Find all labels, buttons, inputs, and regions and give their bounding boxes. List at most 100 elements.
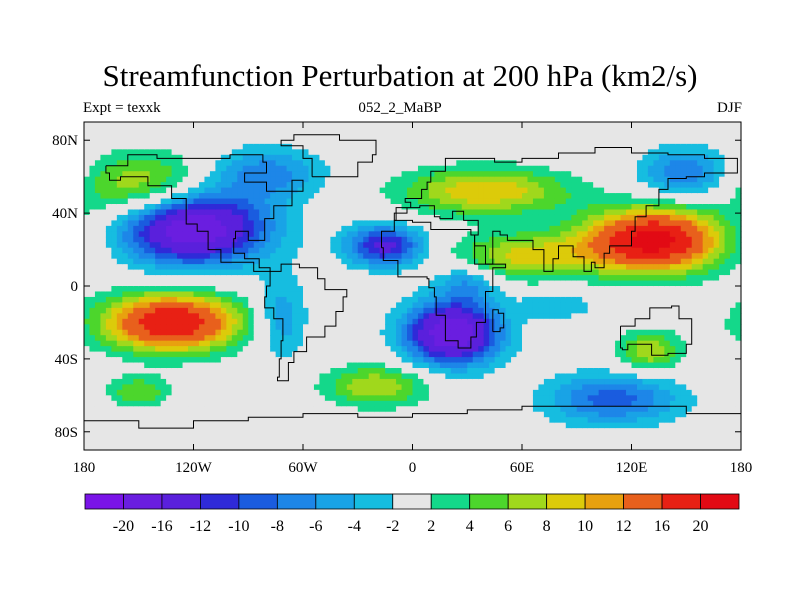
contour-cell (352, 188, 358, 194)
contour-cell (473, 341, 479, 347)
contour-cell (396, 226, 402, 232)
contour-cell (210, 352, 216, 358)
contour-cell (325, 242, 331, 248)
contour-cell (391, 155, 397, 161)
contour-cell (172, 204, 178, 210)
contour-cell (374, 259, 380, 265)
contour-cell (402, 346, 408, 352)
contour-cell (506, 133, 512, 139)
contour-cell (462, 220, 468, 226)
contour-cell (517, 281, 523, 287)
contour-cell (402, 363, 408, 369)
contour-cell (254, 171, 260, 177)
contour-cell (489, 417, 495, 423)
contour-cell (265, 264, 271, 270)
contour-cell (188, 390, 194, 396)
contour-cell (319, 401, 325, 407)
contour-cell (287, 335, 293, 341)
contour-cell (303, 127, 309, 133)
contour-cell (133, 357, 139, 363)
contour-cell (380, 346, 386, 352)
contour-cell (336, 231, 342, 237)
contour-cell (243, 171, 249, 177)
contour-cell (303, 242, 309, 248)
contour-cell (155, 412, 161, 418)
contour-cell (128, 270, 134, 276)
contour-cell (122, 122, 128, 128)
contour-cell (451, 395, 457, 401)
contour-cell (478, 428, 484, 434)
contour-cell (489, 122, 495, 128)
contour-cell (429, 281, 435, 287)
contour-cell (511, 215, 517, 221)
contour-cell (248, 445, 254, 451)
contour-cell (183, 177, 189, 183)
contour-cell (215, 264, 221, 270)
contour-cell (128, 166, 134, 172)
contour-cell (407, 155, 413, 161)
contour-cell (199, 253, 205, 259)
contour-cell (210, 319, 216, 325)
contour-cell (473, 155, 479, 161)
contour-cell (495, 341, 501, 347)
contour-cell (237, 204, 243, 210)
contour-cell (155, 182, 161, 188)
contour-cell (423, 264, 429, 270)
contour-cell (177, 319, 183, 325)
contour-cell (396, 373, 402, 379)
contour-cell (303, 341, 309, 347)
contour-cell (511, 155, 517, 161)
contour-cell (100, 417, 106, 423)
contour-cell (166, 379, 172, 385)
contour-cell (281, 319, 287, 325)
contour-cell (319, 346, 325, 352)
contour-cell (287, 144, 293, 150)
contour-cell (144, 412, 150, 418)
contour-cell (243, 231, 249, 237)
contour-cell (276, 286, 282, 292)
contour-cell (95, 281, 101, 287)
contour-cell (385, 237, 391, 243)
contour-cell (133, 188, 139, 194)
contour-cell (232, 275, 238, 281)
contour-cell (336, 155, 342, 161)
contour-cell (232, 379, 238, 385)
contour-cell (194, 248, 200, 254)
contour-cell (133, 226, 139, 232)
contour-cell (128, 133, 134, 139)
contour-cell (500, 313, 506, 319)
contour-cell (423, 270, 429, 276)
contour-cell (396, 379, 402, 385)
contour-cell (451, 406, 457, 412)
contour-cell (133, 144, 139, 150)
contour-cell (100, 199, 106, 205)
contour-cell (358, 445, 364, 451)
contour-cell (467, 357, 473, 363)
contour-cell (385, 149, 391, 155)
contour-cell (358, 324, 364, 330)
contour-cell (84, 166, 90, 172)
contour-cell (259, 297, 265, 303)
contour-cell (183, 281, 189, 287)
contour-cell (111, 199, 117, 205)
contour-cell (434, 166, 440, 172)
contour-cell (194, 220, 200, 226)
contour-cell (270, 231, 276, 237)
contour-cell (287, 341, 293, 347)
contour-cell (84, 357, 90, 363)
contour-cell (150, 373, 156, 379)
contour-cell (243, 417, 249, 423)
contour-cell (391, 324, 397, 330)
contour-cell (281, 428, 287, 434)
contour-cell (221, 242, 227, 248)
contour-cell (95, 160, 101, 166)
contour-cell (484, 122, 490, 128)
contour-cell (451, 259, 457, 265)
contour-cell (413, 286, 419, 292)
contour-cell (380, 242, 386, 248)
contour-cell (467, 308, 473, 314)
contour-cell (199, 155, 205, 161)
contour-cell (319, 182, 325, 188)
contour-cell (341, 428, 347, 434)
contour-cell (298, 171, 304, 177)
